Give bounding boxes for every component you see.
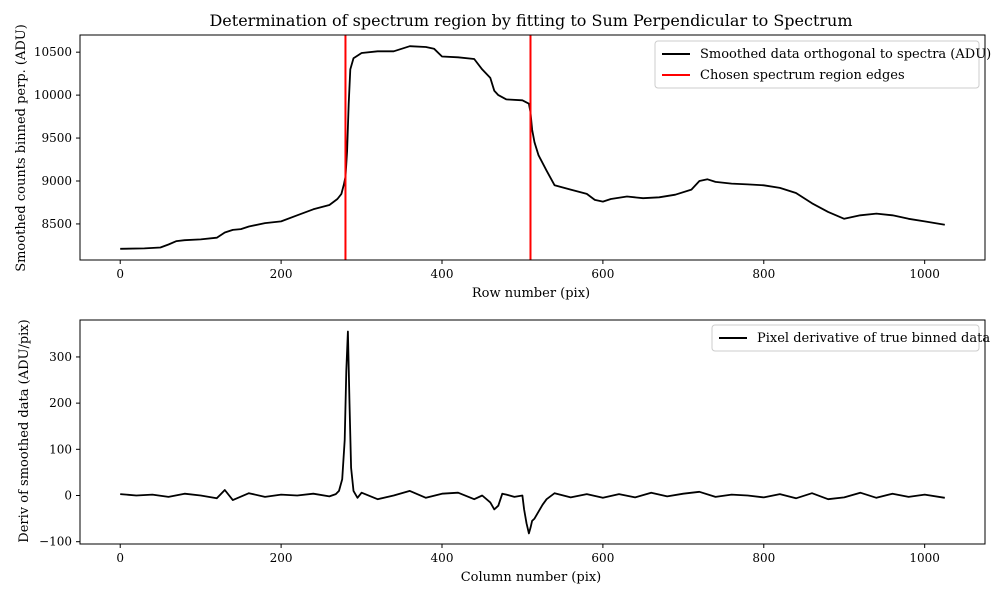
upper-plot-frame bbox=[79, 34, 986, 261]
upper-x-tick-label: 400 bbox=[431, 267, 454, 281]
lower-x-tick-label: 0 bbox=[116, 551, 124, 565]
upper-y-tick-label: 9500 bbox=[41, 131, 72, 145]
chart-title: Determination of spectrum region by fitt… bbox=[209, 11, 852, 30]
lower-y-tick-label: −100 bbox=[39, 535, 72, 549]
lower-y-tick-label: 100 bbox=[49, 442, 72, 456]
lower-y-tick-label: 0 bbox=[64, 489, 72, 503]
upper-y-tick-label: 10500 bbox=[34, 45, 72, 59]
upper-x-axis-label: Row number (pix) bbox=[472, 286, 590, 301]
upper-x-tick-label: 600 bbox=[591, 267, 614, 281]
lower-y-tick-label: 200 bbox=[49, 396, 72, 410]
lower-x-tick-label: 400 bbox=[431, 551, 454, 565]
lower-y-axis-label: Deriv of smoothed data (ADU/pix) bbox=[17, 319, 32, 542]
upper-y-tick-label: 8500 bbox=[41, 217, 72, 231]
legend-label-derivative: Pixel derivative of true binned data bbox=[757, 331, 990, 346]
upper-x-tick-label: 200 bbox=[270, 267, 293, 281]
upper-x-tick-label: 1000 bbox=[909, 267, 940, 281]
legend-label-region-edges: Chosen spectrum region edges bbox=[700, 68, 905, 83]
lower-chart: 0 200 400 600 800 1000 −100 0 100 200 300 Column … bbox=[17, 319, 990, 585]
upper-y-axis-label: Smoothed counts binned perp. (ADU) bbox=[14, 24, 29, 272]
upper-x-tick-label: 0 bbox=[116, 267, 124, 281]
upper-chart: Determination of spectrum region by fitt… bbox=[14, 11, 991, 301]
lower-legend: Pixel derivative of true binned data bbox=[711, 324, 990, 352]
legend-label-smoothed-data: Smoothed data orthogonal to spectra (ADU… bbox=[700, 47, 991, 62]
lower-x-tick-label: 600 bbox=[591, 551, 614, 565]
upper-y-tick-label: 9000 bbox=[41, 174, 72, 188]
lower-plot-frame bbox=[79, 319, 986, 545]
lower-series-line bbox=[120, 330, 945, 535]
lower-x-tick-label: 800 bbox=[752, 551, 775, 565]
upper-x-tick-label: 800 bbox=[752, 267, 775, 281]
lower-x-tick-label: 1000 bbox=[909, 551, 940, 565]
upper-legend: Smoothed data orthogonal to spectra (ADU… bbox=[654, 40, 991, 89]
lower-x-axis-label: Column number (pix) bbox=[461, 570, 602, 585]
lower-x-tick-label: 200 bbox=[270, 551, 293, 565]
upper-y-tick-label: 10000 bbox=[34, 88, 72, 102]
upper-series-line bbox=[120, 45, 945, 250]
lower-y-tick-label: 300 bbox=[49, 350, 72, 364]
